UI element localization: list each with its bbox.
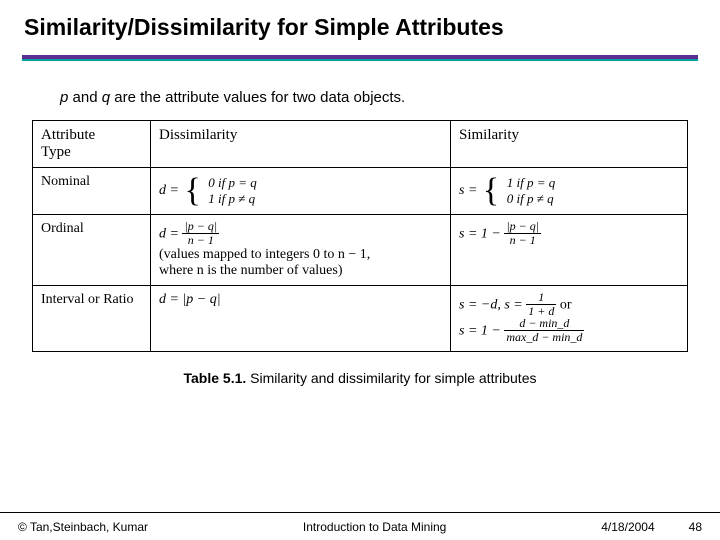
table-caption: Table 5.1. Similarity and dissimilarity … [0, 370, 720, 386]
hdr-sim: Similarity [451, 121, 688, 168]
interval-sim-l1a: s = −d, s = [459, 298, 526, 313]
interval-sim-l2-num: d − min_d [504, 317, 584, 331]
page-title: Similarity/Dissimilarity for Simple Attr… [24, 14, 696, 41]
footer-copyright: © Tan,Steinbach, Kumar [18, 520, 148, 534]
brace-icon: { [483, 174, 499, 208]
ordinal-dis-frac-den: n − 1 [182, 234, 219, 247]
similarity-table: AttributeType Dissimilarity Similarity N… [32, 120, 688, 352]
nominal-sim-prefix: s = [459, 183, 481, 198]
cell-nominal-attr: Nominal [33, 168, 151, 215]
nominal-sim-c2: 0 if p ≠ q [507, 191, 554, 206]
title-underline [22, 55, 698, 61]
cell-nominal-sim: s = { 1 if p = q 0 if p ≠ q [451, 168, 688, 215]
footer: © Tan,Steinbach, Kumar Introduction to D… [0, 512, 720, 540]
nominal-dis-prefix: d = [159, 183, 182, 198]
table-row: Interval or Ratio d = |p − q| s = −d, s … [33, 286, 688, 351]
table-header-row: AttributeType Dissimilarity Similarity [33, 121, 688, 168]
footer-page: 48 [689, 520, 702, 534]
intro-q: q [102, 89, 110, 106]
footer-center: Introduction to Data Mining [148, 520, 601, 534]
ordinal-dis-l2: (values mapped to integers 0 to n − 1, [159, 247, 442, 263]
nominal-dis-cases: 0 if p = q 1 if p ≠ q [208, 175, 257, 208]
cell-nominal-dis: d = { 0 if p = q 1 if p ≠ q [151, 168, 451, 215]
interval-sim-l1-num: 1 [526, 291, 556, 305]
nominal-sim-cases: 1 if p = q 0 if p ≠ q [507, 175, 556, 208]
ordinal-sim-pre: s = 1 − [459, 226, 504, 241]
cell-interval-sim: s = −d, s = 1 1 + d or s = 1 − d − min_d… [451, 286, 688, 351]
footer-date: 4/18/2004 [601, 520, 654, 534]
ordinal-dis-frac-num: |p − q| [182, 220, 219, 234]
caption-bold: Table 5.1. [184, 370, 247, 386]
ordinal-sim-frac-den: n − 1 [504, 234, 541, 247]
title-area: Similarity/Dissimilarity for Simple Attr… [0, 0, 720, 49]
ordinal-sim-frac-num: |p − q| [504, 220, 541, 234]
ordinal-dis-pre: d = [159, 226, 182, 241]
interval-dis: d = |p − q| [159, 292, 221, 307]
table-row: Nominal d = { 0 if p = q 1 if p ≠ q s = … [33, 168, 688, 215]
interval-sim-l1b: or [560, 298, 572, 313]
caption-rest: Similarity and dissimilarity for simple … [246, 370, 536, 386]
cell-ordinal-attr: Ordinal [33, 215, 151, 286]
intro-mid1: and [68, 89, 101, 106]
interval-sim-l1-frac: 1 1 + d [526, 291, 556, 317]
ordinal-sim-frac: |p − q| n − 1 [504, 220, 541, 246]
nominal-dis-c2: 1 if p ≠ q [208, 191, 255, 206]
nominal-sim-c1: 1 if p = q [507, 175, 556, 190]
cell-interval-dis: d = |p − q| [151, 286, 451, 351]
cell-ordinal-dis: d = |p − q| n − 1 (values mapped to inte… [151, 215, 451, 286]
cell-interval-attr: Interval or Ratio [33, 286, 151, 351]
interval-sim-l2-frac: d − min_d max_d − min_d [504, 317, 584, 343]
nominal-dis-c1: 0 if p = q [208, 175, 257, 190]
hdr-dis: Dissimilarity [151, 121, 451, 168]
interval-sim-l2a: s = 1 − [459, 324, 504, 339]
intro-text: p and q are the attribute values for two… [60, 89, 660, 106]
intro-rest: are the attribute values for two data ob… [110, 89, 405, 106]
interval-sim-l2-den: max_d − min_d [504, 331, 584, 344]
cell-ordinal-sim: s = 1 − |p − q| n − 1 [451, 215, 688, 286]
ordinal-dis-frac: |p − q| n − 1 [182, 220, 219, 246]
hdr-attr: AttributeType [33, 121, 151, 168]
ordinal-dis-l3: where n is the number of values) [159, 263, 442, 279]
brace-icon: { [184, 174, 200, 208]
table-wrap: AttributeType Dissimilarity Similarity N… [32, 120, 688, 352]
footer-right: 4/18/2004 48 [601, 520, 702, 534]
table-row: Ordinal d = |p − q| n − 1 (values mapped… [33, 215, 688, 286]
